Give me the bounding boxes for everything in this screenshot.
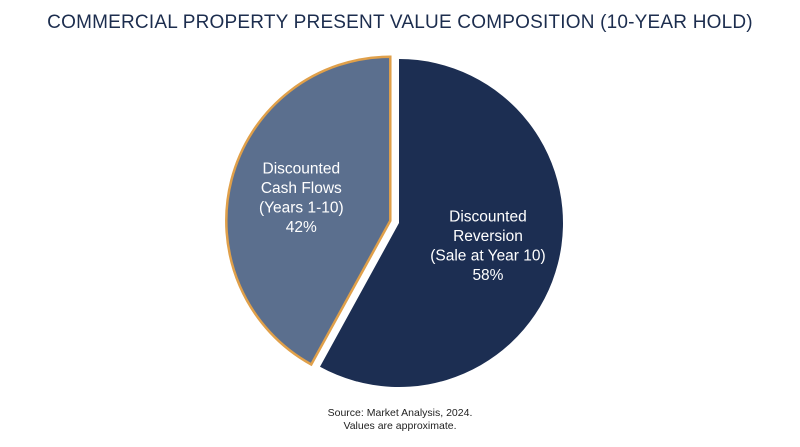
pie-slice-2 (225, 55, 392, 367)
slice-label-line: (Years 1-10) (259, 200, 344, 217)
footnote-source: Source: Market Analysis, 2024. (327, 407, 473, 419)
slice-label-1: Discounted Reversion (Sale at Year 10) 58% (430, 209, 545, 285)
slice-label-line: Discounted (449, 209, 527, 226)
slice-label-line: Discounted (263, 161, 341, 178)
chart-title: COMMERCIAL PROPERTY PRESENT VALUE COMPOS… (47, 12, 753, 33)
slice-value-label: 42% (286, 219, 317, 236)
chart-footnote: Source: Market Analysis, 2024. Values ar… (0, 407, 800, 433)
slice-label-line: Cash Flows (261, 180, 342, 197)
slice-label-line: Reversion (453, 228, 523, 245)
pie-slice-1 (319, 59, 563, 387)
slice-label-line: (Sale at Year 10) (430, 248, 545, 265)
footnote-note: Values are approximate. (343, 420, 457, 432)
slice-label-2: Discounted Cash Flows (Years 1-10) 42% (259, 161, 344, 237)
slice-value-label: 58% (472, 267, 503, 284)
